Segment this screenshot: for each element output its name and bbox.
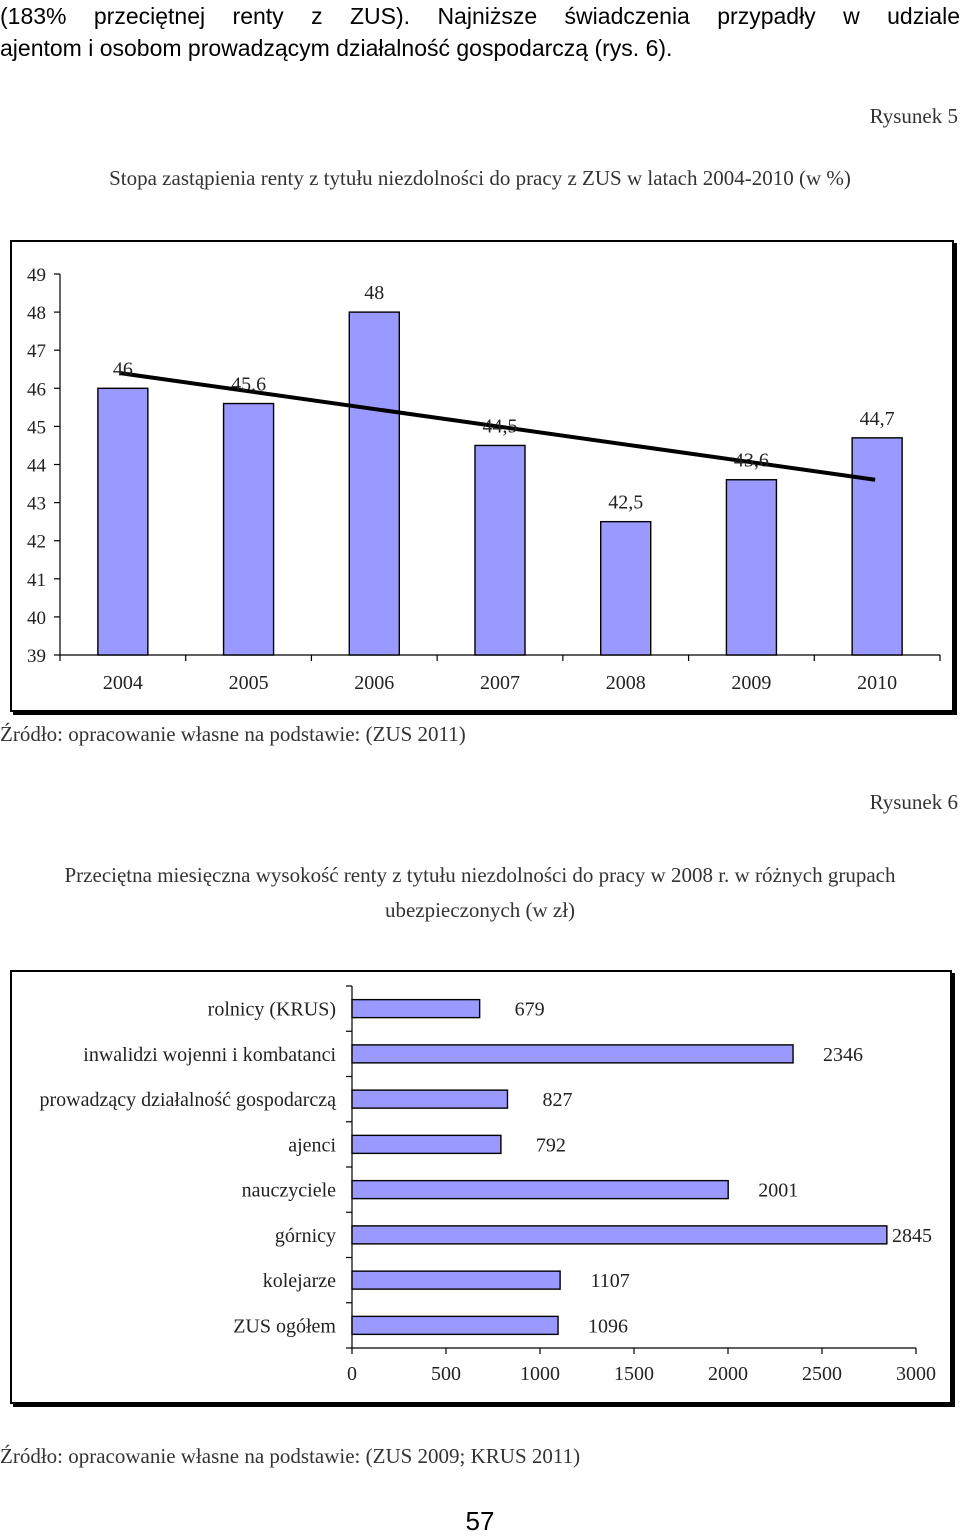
figure5-title: Stopa zastąpienia renty z tytułu niezdol… <box>109 166 851 190</box>
data-label: 792 <box>536 1134 566 1156</box>
bar <box>351 1134 502 1155</box>
y-tick-label: 45 <box>27 417 46 438</box>
bar <box>600 520 652 656</box>
page-number: 57 <box>465 1506 495 1536</box>
x-tick-label: 2000 <box>708 1363 748 1385</box>
bar <box>351 1179 729 1200</box>
trend-line <box>119 371 876 482</box>
y-tick-label: 42 <box>27 532 46 553</box>
bar <box>351 1225 888 1245</box>
data-label: 2001 <box>758 1180 798 1202</box>
y-tick-label: 39 <box>27 646 46 667</box>
data-label: 46 <box>113 358 133 380</box>
data-label: 45,6 <box>231 374 266 396</box>
y-tick-label: 43 <box>27 494 46 515</box>
category-label: prowadzący działalność gospodarczą <box>39 1089 337 1111</box>
data-label: 1107 <box>590 1270 629 1292</box>
category-label: kolejarze <box>263 1270 336 1292</box>
bar <box>222 402 275 656</box>
x-tick-label: 1000 <box>520 1363 560 1385</box>
y-tick-label: 41 <box>27 570 46 591</box>
x-tick-label: 2004 <box>103 672 143 694</box>
intro-line-2: ajentom i osobom prowadzącym działalność… <box>0 35 673 61</box>
x-tick-label: 2006 <box>354 672 394 694</box>
figure5-frame: 39 40 41 42 43 44 45 46 47 48 49 46 45,6 48 44,5 42,5 43… <box>10 240 954 712</box>
bar <box>351 1315 559 1336</box>
data-label: 2845 <box>892 1225 932 1247</box>
bar <box>351 1044 794 1064</box>
y-tick-label: 49 <box>27 265 46 286</box>
category-label: inwalidzi wojenni i kombatanci <box>83 1044 336 1066</box>
x-tick-label: 0 <box>347 1363 357 1385</box>
y-tick-label: 47 <box>27 341 46 362</box>
data-label: 679 <box>515 999 545 1021</box>
x-tick-label: 2005 <box>229 672 269 694</box>
category-label: ZUS ogółem <box>233 1315 336 1337</box>
data-label: 2346 <box>823 1044 863 1066</box>
data-label: 48 <box>364 282 384 304</box>
data-label: 44,7 <box>860 408 895 430</box>
intro-paragraph: (183% przeciętnej renty z ZUS). Najniższ… <box>0 0 960 64</box>
category-label: nauczyciele <box>242 1180 336 1202</box>
x-tick-label: 2500 <box>802 1363 842 1385</box>
replacement-rate-chart: 39 40 41 42 43 44 45 46 47 48 49 46 45,6 48 44,5 42,5 43… <box>27 265 941 694</box>
bar <box>348 311 400 656</box>
bar <box>97 387 149 656</box>
y-tick-label: 40 <box>27 608 46 629</box>
x-tick-label: 2008 <box>606 672 646 694</box>
data-label: 43,6 <box>734 450 769 472</box>
x-tick-label: 2007 <box>480 672 520 694</box>
category-label: górnicy <box>275 1225 336 1247</box>
figure6-label: Rysunek 6 <box>869 790 958 814</box>
x-tick-label: 3000 <box>896 1363 936 1385</box>
intro-line-1: (183% przeciętnej renty z ZUS). Najniższ… <box>0 3 960 29</box>
bar <box>351 1270 561 1290</box>
figure5-label: Rysunek 5 <box>869 104 958 128</box>
y-tick-label: 44 <box>27 456 47 477</box>
bar <box>725 479 778 656</box>
pension-amount-chart: 0 500 1000 1500 2000 2500 3000 rolnicy (KRUS) 67… <box>39 985 936 1385</box>
figure6-title-line-1: Przeciętna miesięczna wysokość renty z t… <box>64 863 896 887</box>
figure6-source: Źródło: opracowanie własne na podstawie:… <box>0 1444 581 1468</box>
data-label: 42,5 <box>608 492 643 514</box>
figure6-frame: 0 500 1000 1500 2000 2500 3000 rolnicy (KRUS) 67… <box>10 970 952 1404</box>
category-label: ajenci <box>288 1134 336 1156</box>
figure6-title-line-2: ubezpieczonych (w zł) <box>384 898 576 922</box>
x-tick-label: 2009 <box>731 672 771 694</box>
bar <box>351 1089 509 1109</box>
data-label: 1096 <box>588 1315 628 1337</box>
x-tick-label: 500 <box>431 1363 461 1385</box>
bar <box>351 998 481 1019</box>
figure5-source: Źródło: opracowanie własne na podstawie:… <box>0 722 466 746</box>
y-tick-label: 46 <box>27 379 46 400</box>
data-label: 44,5 <box>483 415 518 437</box>
x-tick-label: 1500 <box>614 1363 654 1385</box>
data-label: 827 <box>542 1089 572 1111</box>
category-label: rolnicy (KRUS) <box>208 999 336 1021</box>
bar <box>851 437 903 656</box>
x-tick-label: 2010 <box>857 672 897 694</box>
bar <box>474 444 526 656</box>
y-tick-label: 48 <box>27 303 46 324</box>
